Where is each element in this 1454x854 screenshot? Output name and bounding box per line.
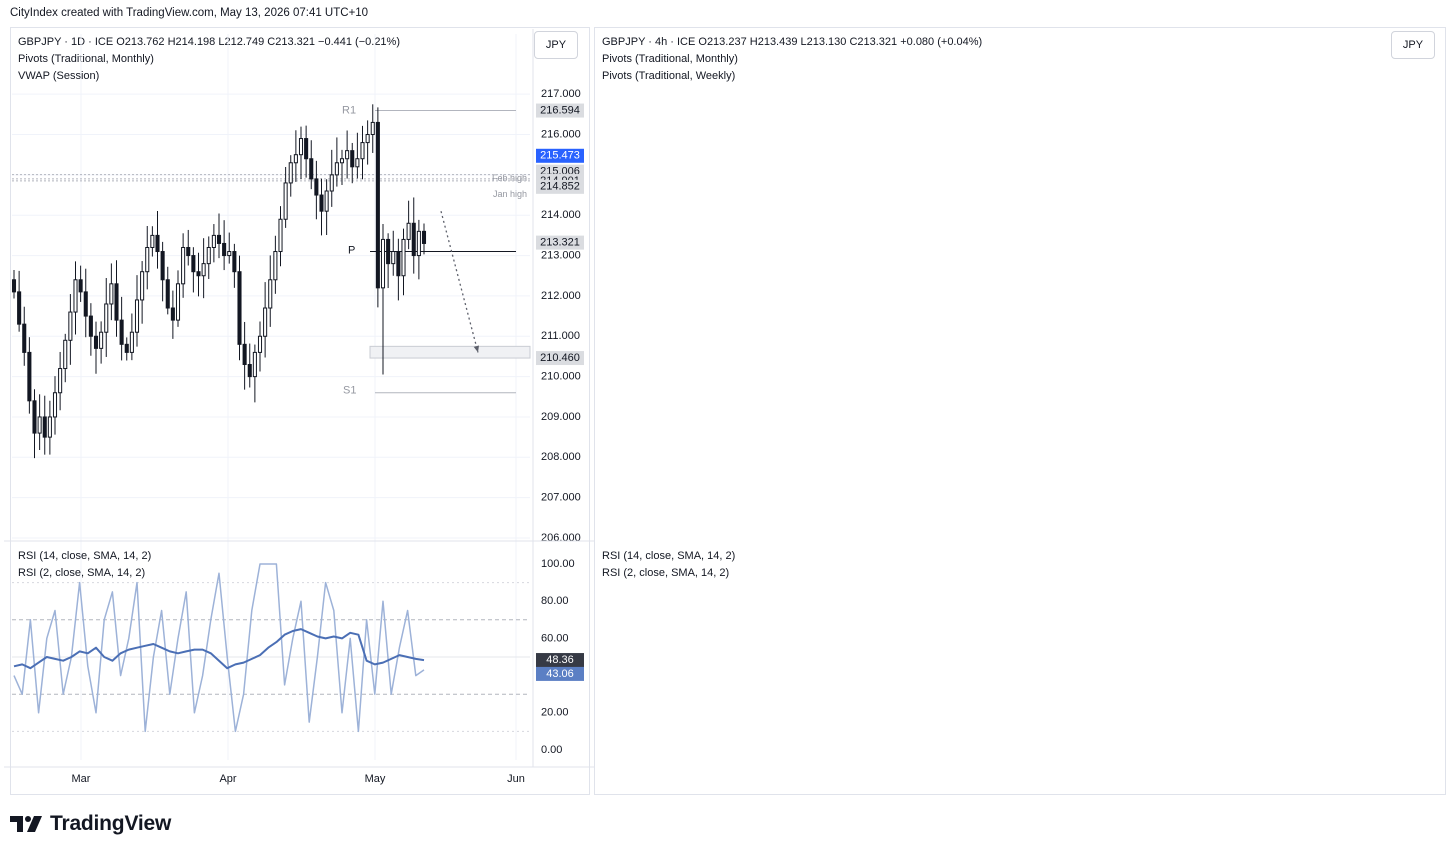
right-symbol-line[interactable]: GBPJPY · 4h · ICE O213.237 H213.439 L213… — [602, 36, 983, 48]
tradingview-logo-icon — [10, 816, 42, 832]
right-rsi2-label[interactable]: RSI (2, close, SMA, 14, 2) — [602, 567, 730, 579]
right-indicator-weekly[interactable]: Pivots (Traditional, Weekly) — [602, 70, 736, 82]
right-rsi14-label[interactable]: RSI (14, close, SMA, 14, 2) — [602, 550, 736, 562]
attribution: CityIndex created with TradingView.com, … — [10, 7, 369, 19]
tradingview-wordmark: TradingView — [50, 812, 172, 835]
left-currency-button[interactable]: JPY — [534, 31, 578, 59]
right-rsi-legend: RSI (14, close, SMA, 14, 2) RSI (2, clos… — [602, 548, 735, 582]
left-legend: GBPJPY · 1D · ICE O213.762 H214.198 L212… — [18, 34, 400, 85]
left-indicator-pivots[interactable]: Pivots (Traditional, Monthly) — [18, 53, 154, 65]
left-rsi2-label[interactable]: RSI (2, close, SMA, 14, 2) — [18, 567, 146, 579]
left-rsi14-label[interactable]: RSI (14, close, SMA, 14, 2) — [18, 550, 152, 562]
right-chart-pane[interactable] — [594, 27, 1446, 795]
right-currency-button[interactable]: JPY — [1391, 31, 1435, 59]
left-rsi-legend: RSI (14, close, SMA, 14, 2) RSI (2, clos… — [18, 548, 151, 582]
tradingview-logo[interactable]: TradingView — [10, 812, 171, 836]
right-indicator-monthly[interactable]: Pivots (Traditional, Monthly) — [602, 53, 738, 65]
right-legend: GBPJPY · 4h · ICE O213.237 H213.439 L213… — [602, 34, 982, 85]
left-symbol-line[interactable]: GBPJPY · 1D · ICE O213.762 H214.198 L212… — [18, 36, 400, 48]
left-indicator-vwap[interactable]: VWAP (Session) — [18, 70, 100, 82]
left-chart-pane[interactable] — [10, 27, 590, 795]
